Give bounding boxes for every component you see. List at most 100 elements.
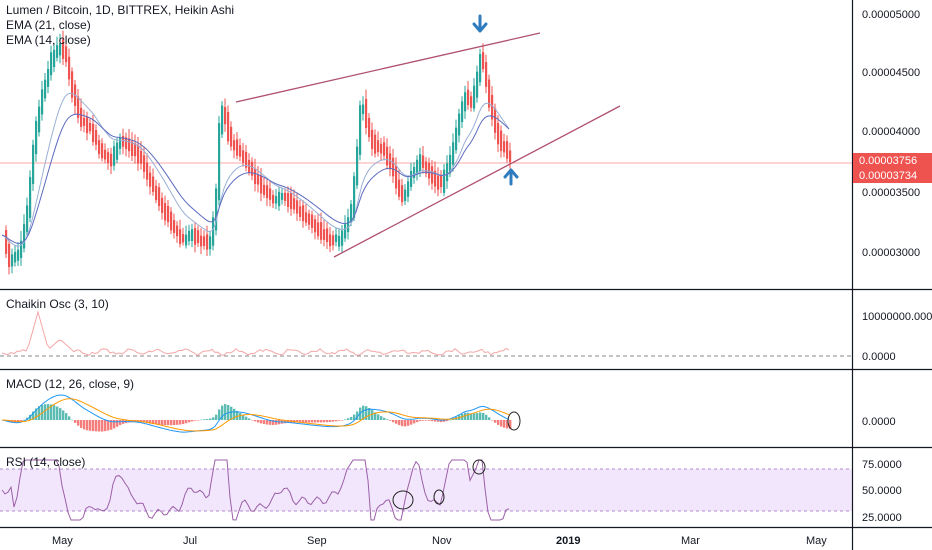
macd-circle-annotation[interactable] xyxy=(507,411,521,431)
macd-histogram-bar xyxy=(59,408,62,420)
candle-body xyxy=(101,143,104,159)
candle-body xyxy=(23,224,26,249)
candle-body xyxy=(86,117,89,134)
rsi-axis-label: 50.0000 xyxy=(862,485,902,497)
ema21-line[interactable] xyxy=(1,113,510,244)
candle-body xyxy=(308,213,311,225)
macd-histogram-bar xyxy=(161,420,164,425)
chaikin-line[interactable] xyxy=(1,310,510,357)
macd-signal-line[interactable] xyxy=(1,398,510,432)
candle-body xyxy=(95,130,98,145)
candle-body xyxy=(185,234,188,246)
candle-body xyxy=(164,203,167,221)
candle-body xyxy=(5,230,8,254)
macd-histogram-bar xyxy=(194,420,197,421)
macd-histogram-bar xyxy=(485,414,488,420)
candle-body xyxy=(50,52,53,76)
macd-histogram-bar xyxy=(317,420,320,423)
macd-histogram-bar xyxy=(398,420,401,426)
rsi-band xyxy=(0,469,852,511)
candle-body xyxy=(398,179,401,197)
macd-histogram-bar xyxy=(188,420,191,423)
candle-body xyxy=(206,234,209,250)
candle-body xyxy=(290,192,293,210)
candle-body xyxy=(329,234,332,247)
ema14-legend[interactable]: EMA (14, close) xyxy=(6,33,91,47)
candle-body xyxy=(296,200,299,214)
candle-body xyxy=(479,54,482,83)
chaikin-title: Chaikin Osc (3, 10) xyxy=(6,297,109,311)
candle-body xyxy=(485,62,488,87)
arrow-up-icon[interactable] xyxy=(503,168,519,186)
candle-body xyxy=(404,189,407,202)
macd-histogram-bar xyxy=(53,405,56,420)
candle-body xyxy=(497,123,500,145)
candle-body xyxy=(104,149,107,160)
candle-body xyxy=(266,185,269,199)
candle-body xyxy=(212,217,215,246)
candle-body xyxy=(359,105,362,155)
macd-histogram-bar xyxy=(176,420,179,425)
candle-body xyxy=(332,235,335,246)
macd-histogram-bar xyxy=(107,420,110,431)
macd-histogram-bar xyxy=(476,413,479,420)
macd-histogram-bar xyxy=(347,418,350,420)
macd-histogram-bar xyxy=(167,420,170,426)
ema21-legend[interactable]: EMA (21, close) xyxy=(6,18,91,32)
macd-histogram-bar xyxy=(47,404,50,420)
rsi-legend[interactable]: RSI (14, close) xyxy=(6,455,85,470)
arrow-down-icon[interactable] xyxy=(472,14,488,33)
macd-histogram-bar xyxy=(155,420,158,425)
macd-histogram-bar xyxy=(29,414,32,420)
candle-body xyxy=(368,117,371,138)
candle-body xyxy=(227,111,230,142)
rsi-line[interactable] xyxy=(1,459,510,521)
chart-title[interactable]: Lumen / Bitcoin, 1D, BITTREX, Heikin Ash… xyxy=(6,3,235,17)
macd-histogram-bar xyxy=(149,420,152,424)
macd-histogram-bar xyxy=(131,420,134,423)
candle-body xyxy=(452,142,455,165)
price-axis-label: 0.00004500 xyxy=(862,67,920,79)
macd-histogram-bar xyxy=(449,419,452,421)
candle-body xyxy=(215,188,218,231)
macd-histogram-bar xyxy=(80,420,83,428)
chaikin-legend[interactable]: Chaikin Osc (3, 10) xyxy=(6,297,109,312)
wedge-lower-trendline[interactable] xyxy=(333,105,621,258)
wedge-upper-trendline[interactable] xyxy=(235,32,541,103)
macd-layer xyxy=(1,394,512,433)
macd-histogram-bar xyxy=(101,420,104,432)
macd-histogram-bar xyxy=(368,407,371,420)
macd-histogram-bar xyxy=(431,420,434,422)
rsi-circle-annotation[interactable] xyxy=(472,459,486,475)
macd-histogram-bar xyxy=(482,413,485,420)
macd-histogram-bar xyxy=(407,420,410,426)
macd-histogram-bar xyxy=(311,420,314,423)
macd-histogram-bar xyxy=(389,420,392,421)
candle-body xyxy=(41,89,44,115)
macd-histogram-bar xyxy=(179,420,182,425)
candle-body xyxy=(152,176,155,192)
macd-legend[interactable]: MACD (12, 26, close, 9) xyxy=(6,377,134,392)
price-axis-label: 0.00003000 xyxy=(862,247,920,259)
macd-histogram-bar xyxy=(365,406,368,420)
candle-body xyxy=(353,176,356,218)
macd-histogram-bar xyxy=(356,411,359,420)
candle-body xyxy=(182,234,185,243)
macd-histogram-bar xyxy=(308,420,311,423)
candle-body xyxy=(65,46,68,63)
ema14-line[interactable] xyxy=(1,92,510,247)
rsi-circle-annotation[interactable] xyxy=(433,489,445,505)
candle-body xyxy=(494,108,497,133)
macd-histogram-bar xyxy=(479,412,482,420)
macd-histogram-bar xyxy=(206,419,209,420)
rsi-circle-annotation[interactable] xyxy=(392,490,414,510)
candle-body xyxy=(200,235,203,247)
candle-body xyxy=(281,193,284,200)
candle-body xyxy=(143,155,146,172)
candle-body xyxy=(350,204,353,223)
macd-histogram-bar xyxy=(224,404,227,420)
macd-histogram-bar xyxy=(209,418,212,420)
candle-body xyxy=(488,79,491,108)
